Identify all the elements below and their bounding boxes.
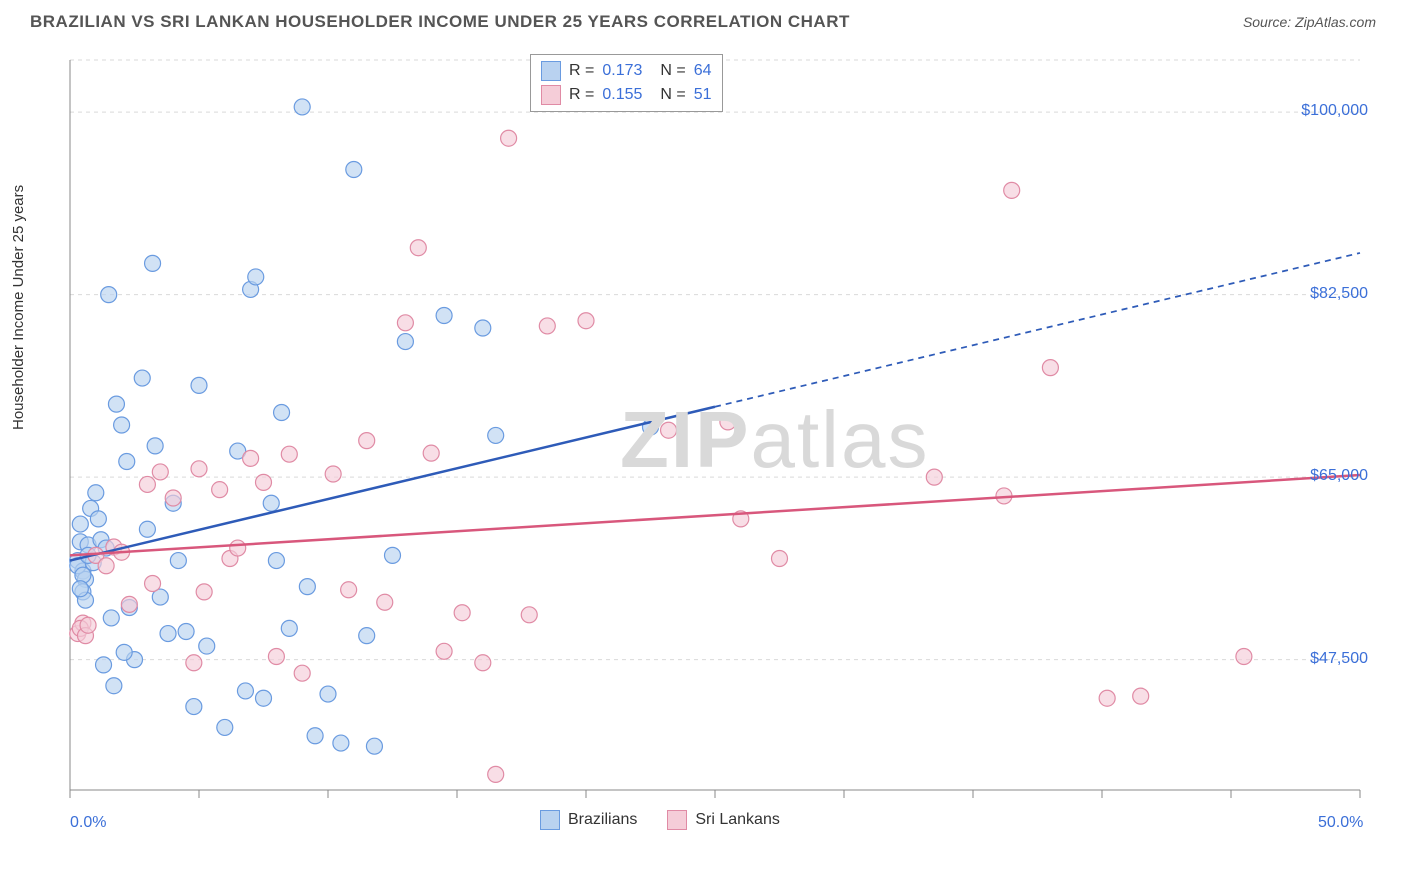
correlation-legend: R = 0.173 N = 64 R = 0.155 N = 51 [530, 54, 723, 112]
legend-row-brazilians: R = 0.173 N = 64 [541, 59, 712, 83]
x-tick-label: 50.0% [1318, 814, 1363, 832]
legend-row-srilankans: R = 0.155 N = 51 [541, 83, 712, 107]
scatter-chart: ZIPatlas R = 0.173 N = 64 R = 0.155 N = … [60, 50, 1380, 830]
swatch-icon [667, 810, 687, 830]
series-legend: Brazilians Sri Lankans [540, 810, 780, 830]
y-tick-label: $82,500 [1310, 285, 1368, 303]
y-tick-label: $47,500 [1310, 650, 1368, 668]
chart-header: BRAZILIAN VS SRI LANKAN HOUSEHOLDER INCO… [0, 0, 1406, 40]
swatch-icon [541, 85, 561, 105]
y-axis-label: Householder Income Under 25 years [10, 185, 27, 430]
legend-item-srilankans: Sri Lankans [667, 810, 780, 830]
y-tick-label: $100,000 [1301, 102, 1368, 120]
swatch-icon [541, 61, 561, 81]
y-tick-label: $65,000 [1310, 467, 1368, 485]
source-attribution: Source: ZipAtlas.com [1243, 14, 1376, 30]
chart-title: BRAZILIAN VS SRI LANKAN HOUSEHOLDER INCO… [30, 12, 850, 32]
legend-item-brazilians: Brazilians [540, 810, 637, 830]
swatch-icon [540, 810, 560, 830]
x-tick-label: 0.0% [70, 814, 106, 832]
watermark: ZIPatlas [620, 400, 929, 480]
